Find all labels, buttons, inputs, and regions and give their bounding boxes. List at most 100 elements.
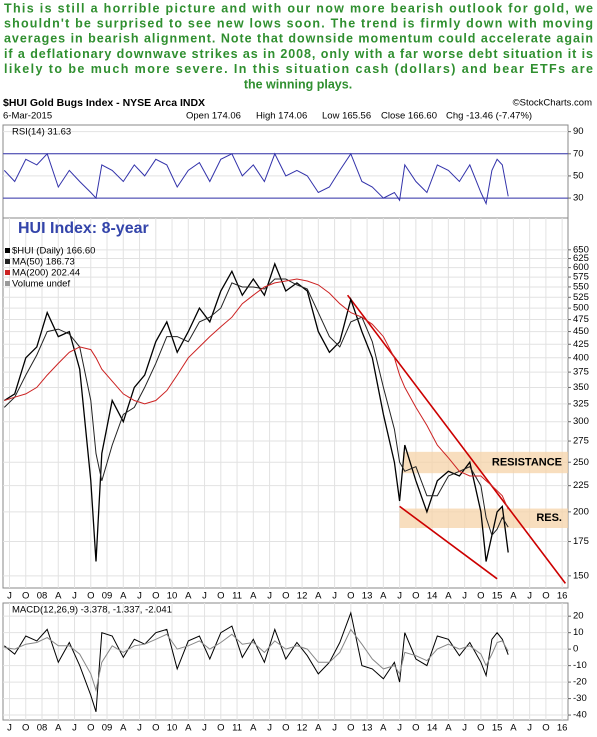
series-line <box>3 611 509 712</box>
y-tick-label: 30 <box>573 193 584 204</box>
quote-item: Open 174.06 <box>186 111 241 122</box>
chart-title: HUI Index: 8-year <box>18 220 149 237</box>
y-tick-label: 200 <box>573 506 589 517</box>
y-tick-label: 375 <box>573 367 589 378</box>
legend-label: MA(50) 186.73 <box>12 257 75 268</box>
y-tick-label: 325 <box>573 398 589 409</box>
x-tick-label: 11 <box>232 723 242 734</box>
trend-line <box>346 294 567 584</box>
x-tick-label: 14 <box>427 723 438 734</box>
x-tick-label: O <box>412 723 419 734</box>
y-tick-label: 650 <box>573 244 589 255</box>
y-tick-label: 70 <box>573 148 584 159</box>
x-tick-label: A <box>185 723 192 734</box>
y-tick-label: 575 <box>573 272 589 283</box>
panel <box>2 124 569 219</box>
legend-swatch <box>5 259 10 264</box>
x-tick-label: 10 <box>167 591 178 602</box>
x-tick-label: 16 <box>557 723 568 734</box>
y-tick-label: -20 <box>573 677 587 688</box>
x-tick-label: O <box>282 723 289 734</box>
y-tick-label: 225 <box>573 480 589 491</box>
x-tick-label: 10 <box>167 723 178 734</box>
y-tick-label: 50 <box>573 170 584 181</box>
series-line <box>4 628 509 693</box>
x-tick-label: A <box>250 723 257 734</box>
band-label: RES. <box>536 512 562 524</box>
x-tick-label: 13 <box>362 723 373 734</box>
x-tick-label: J <box>7 723 12 734</box>
resistance-band <box>402 451 568 474</box>
x-tick-label: J <box>7 591 12 602</box>
x-tick-label: A <box>185 591 192 602</box>
legend-swatch <box>5 270 10 275</box>
x-tick-label: J <box>462 591 467 602</box>
trend-line <box>399 505 498 580</box>
x-tick-label: O <box>477 591 484 602</box>
y-tick-label: 350 <box>573 382 589 393</box>
quote-item: Low 165.56 <box>322 111 371 122</box>
x-tick-label: J <box>397 591 402 602</box>
x-tick-label: 12 <box>297 591 308 602</box>
y-tick-label: 550 <box>573 281 589 292</box>
x-tick-label: A <box>315 723 322 734</box>
series-line <box>3 278 509 537</box>
y-tick-label: -10 <box>573 660 587 671</box>
x-tick-label: J <box>527 591 532 602</box>
y-tick-label: 175 <box>573 536 589 547</box>
y-tick-label: 425 <box>573 339 589 350</box>
x-tick-label: A <box>445 723 452 734</box>
x-tick-label: J <box>332 591 337 602</box>
x-tick-label: A <box>250 591 257 602</box>
x-tick-label: A <box>380 591 387 602</box>
x-tick-label: 15 <box>492 723 503 734</box>
x-tick-label: O <box>152 591 159 602</box>
y-tick-label: -40 <box>573 710 587 721</box>
x-tick-label: J <box>137 591 142 602</box>
x-tick-label: J <box>527 723 532 734</box>
x-tick-label: A <box>510 723 517 734</box>
legend-label: Volume undef <box>12 279 70 290</box>
x-tick-label: A <box>380 723 387 734</box>
x-tick-label: O <box>542 723 549 734</box>
x-tick-label: O <box>217 591 224 602</box>
x-tick-label: O <box>347 723 354 734</box>
x-tick-label: A <box>445 591 452 602</box>
quote-item: Chg -13.46 (-7.47%) <box>446 111 532 122</box>
legend-swatch <box>5 248 10 253</box>
x-tick-label: 09 <box>102 723 113 734</box>
y-tick-label: 0 <box>573 644 578 655</box>
y-tick-label: 150 <box>573 570 589 581</box>
x-tick-label: A <box>315 591 322 602</box>
series-line <box>3 262 509 562</box>
band-label: RESISTANCE <box>492 456 562 468</box>
y-tick-label: 20 <box>573 611 584 622</box>
x-tick-label: J <box>462 723 467 734</box>
x-tick-label: J <box>72 591 77 602</box>
source: ©StockCharts.com <box>513 98 592 109</box>
y-tick-label: 300 <box>573 416 589 427</box>
symbol-title: $HUI Gold Bugs Index - NYSE Arca INDX <box>3 97 205 109</box>
panel-label: MACD(12,26,9) -3.378, -1.337, -2.041 <box>12 605 172 616</box>
y-tick-label: 450 <box>573 326 589 337</box>
y-tick-label: 275 <box>573 436 589 447</box>
x-tick-label: J <box>332 723 337 734</box>
x-tick-label: J <box>267 723 272 734</box>
panel-label: RSI(14) 31.63 <box>12 127 71 138</box>
y-tick-label: 500 <box>573 303 589 314</box>
x-tick-label: O <box>347 591 354 602</box>
series-line <box>4 278 509 510</box>
x-tick-label: J <box>202 723 207 734</box>
y-tick-label: 400 <box>573 352 589 363</box>
x-tick-label: 16 <box>557 591 568 602</box>
legend-label: $HUI (Daily) 166.60 <box>12 246 95 257</box>
x-tick-label: A <box>55 591 62 602</box>
date: 6-Mar-2015 <box>3 111 52 122</box>
x-tick-label: O <box>87 723 94 734</box>
y-tick-label: 600 <box>573 262 589 273</box>
x-tick-label: 14 <box>427 591 438 602</box>
x-tick-label: 13 <box>362 591 373 602</box>
x-tick-label: O <box>87 591 94 602</box>
y-tick-label: 90 <box>573 126 584 137</box>
